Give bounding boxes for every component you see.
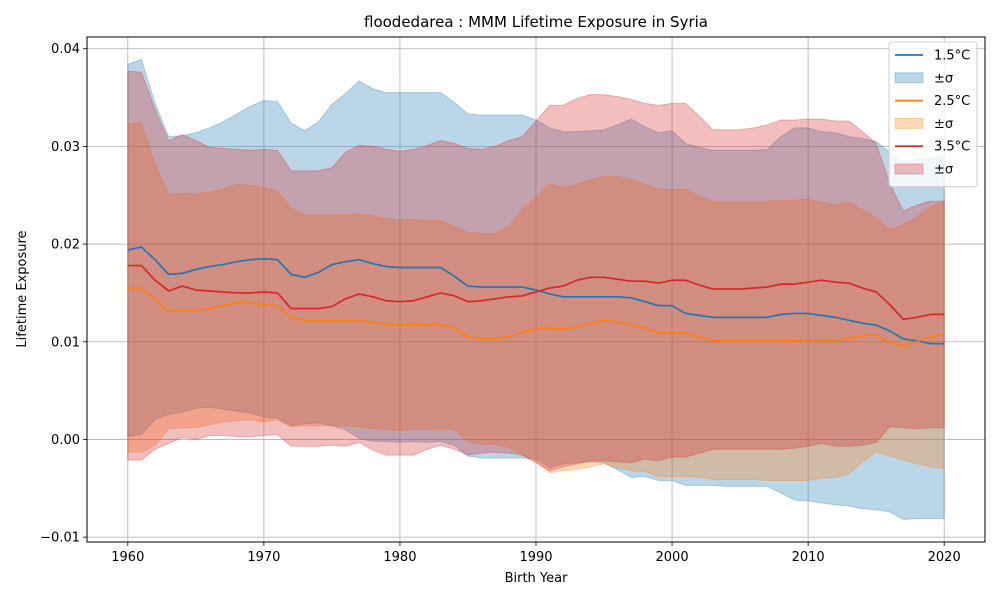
y-tick-label: −0.01 [40, 531, 80, 546]
y-tick-label: 0.02 [51, 238, 80, 253]
y-tick-label: 0.04 [51, 42, 80, 57]
x-tick-label: 1980 [383, 550, 416, 565]
mean-lines [127, 246, 945, 347]
x-axis: 1960 1970 1980 1990 2000 2010 2020 [111, 542, 961, 565]
y-tick-label: 0.01 [51, 335, 80, 350]
x-tick-label: 2010 [792, 550, 825, 565]
band-3-5-C [127, 70, 945, 472]
x-tick-label: 1970 [247, 550, 280, 565]
legend-label: 3.5°C [934, 140, 970, 155]
x-tick-label: 2000 [656, 550, 689, 565]
y-axis-title: Lifetime Exposure [15, 230, 30, 347]
y-tick-label: 0.03 [51, 140, 80, 155]
legend-label: 2.5°C [934, 94, 970, 109]
legend-band-label: ±σ [934, 71, 953, 86]
x-tick-label: 2020 [928, 550, 961, 565]
legend-band-label: ±σ [934, 117, 953, 132]
line-2-5-C [127, 287, 945, 347]
legend-band-label: ±σ [934, 163, 953, 178]
legend-label: 1.5°C [934, 49, 970, 64]
x-axis-title: Birth Year [505, 571, 569, 586]
line-3-5-C [127, 264, 945, 321]
chart-title: floodedarea : MMM Lifetime Exposure in S… [364, 13, 708, 31]
x-tick-label: 1960 [111, 550, 144, 565]
legend: 1.5°C ±σ 2.5°C ±σ 3.5°C ±σ [888, 41, 978, 188]
legend-box [888, 41, 978, 188]
y-tick-label: 0.00 [51, 433, 80, 448]
x-tick-label: 1990 [519, 550, 552, 565]
legend-band-swatch-3-5-C [894, 163, 924, 175]
grid [87, 37, 985, 542]
legend-band-swatch-1-5-C [894, 72, 924, 84]
y-axis: −0.01 0.00 0.01 0.02 0.03 0.04 [40, 42, 87, 546]
band-2-5-C [127, 122, 945, 481]
line-1-5-C [127, 246, 945, 345]
legend-band-swatch-2-5-C [894, 117, 924, 129]
